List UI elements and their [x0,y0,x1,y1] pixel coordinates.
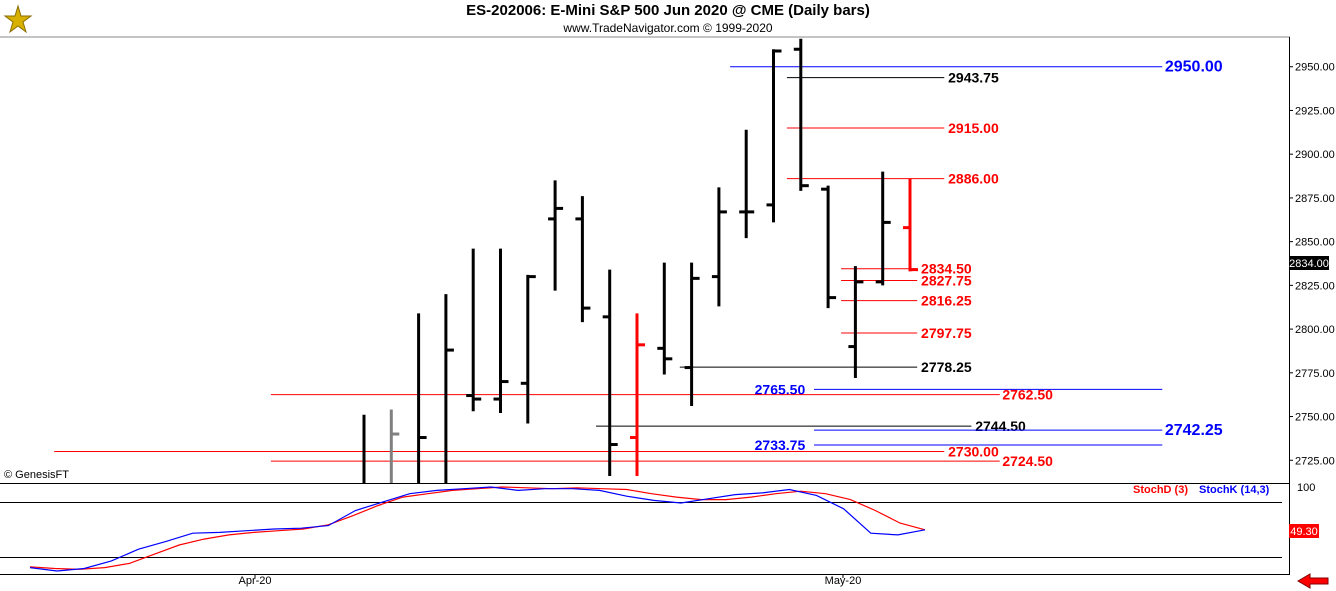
price-axis-tick-label: 2900.00 [1295,149,1335,161]
stochastic-panel [29,486,926,572]
ohlc-bar [602,269,618,477]
ohlc-bar [821,185,837,309]
stoch-ytick-100: 100 [1297,482,1315,494]
scroll-left-arrow-icon[interactable] [1297,573,1329,589]
price-level-label: 2744.50 [975,418,1026,434]
price-axis-tick-label: 2725.00 [1295,455,1335,467]
last-price-label: 2834.00 [1289,258,1329,270]
price-axis-tick-label: 2800.00 [1295,324,1335,336]
price-level-label: 2816.25 [921,293,972,309]
chart-subtitle: www.TradeNavigator.com © 1999-2020 [563,21,773,35]
ohlc-bar [548,180,564,291]
stoch-series-line [29,486,926,570]
price-axis: 2950.00 2925.00 2900.00 2875.00 2850.00 2825.… [1289,62,1335,467]
ohlc-bar [444,294,454,483]
ohlc-bar [575,196,591,323]
ohlc-bar [766,49,782,223]
stoch-legend-k: StochK (14,3) [1199,484,1270,496]
ohlc-bar [657,262,673,375]
stoch-series-line [29,486,926,572]
price-level-label: 2827.75 [921,273,972,289]
price-axis-tick-label: 2925.00 [1295,105,1335,117]
ohlc-bar [684,262,700,407]
price-level-label: 2765.50 [755,381,806,397]
stoch-last-value: 49.30 [1290,526,1318,538]
ohlc-bars [362,38,918,483]
price-level-label: 2730.00 [948,444,999,460]
ohlc-bar [875,171,891,286]
time-axis-tick-label: Apr-20 [238,575,271,587]
price-axis-tick-label: 2875.00 [1295,193,1335,205]
ohlc-bar [466,248,482,412]
price-level-label: 2834.50 [921,261,972,277]
ohlc-bar [739,129,755,239]
time-axis-tick-label: May-20 [825,575,862,587]
price-level-label: 2724.50 [1002,453,1053,469]
last-price-tag [1289,256,1329,270]
genesis-watermark: © GenesisFT [4,469,69,481]
ohlc-bar [903,178,918,272]
stoch-legend-d: StochD (3) [1133,484,1188,496]
price-axis-tick-label: 2825.00 [1295,280,1335,292]
chart-header: ES-202006: E-Mini S&P 500 Jun 2020 @ CME… [0,0,1336,37]
ohlc-bar [848,266,864,379]
price-level-label: 2886.00 [948,171,999,187]
stoch-last-value-tag [1289,524,1319,538]
price-level-label: 2797.75 [921,325,972,341]
price-level-label: 2762.50 [1002,387,1053,403]
price-axis-tick-label: 2775.00 [1295,368,1335,380]
price-axis-tick-label: 2950.00 [1295,62,1335,74]
price-level-label: 2950.00 [1165,59,1223,76]
ohlc-bar [493,248,509,414]
ohlc-bar [630,313,645,477]
price-level-label: 2778.25 [921,359,972,375]
time-axis: Apr-20 May-20 [238,574,861,587]
ohlc-bar [711,187,727,307]
chart-title: ES-202006: E-Mini S&P 500 Jun 2020 @ CME… [466,2,870,19]
trade-navigator-logo-icon [3,4,33,34]
ohlc-bar [520,274,536,424]
ohlc-bar [389,409,400,483]
price-level-label: 2733.75 [755,437,806,453]
price-level-label: 2915.00 [948,120,999,136]
price-axis-tick-label: 2850.00 [1295,237,1335,249]
price-axis-tick-label: 2750.00 [1295,412,1335,424]
ohlc-bar [417,313,427,483]
ohlc-bar [793,38,809,191]
price-level-label: 2943.75 [948,70,999,86]
price-level-label: 2742.25 [1165,422,1223,439]
